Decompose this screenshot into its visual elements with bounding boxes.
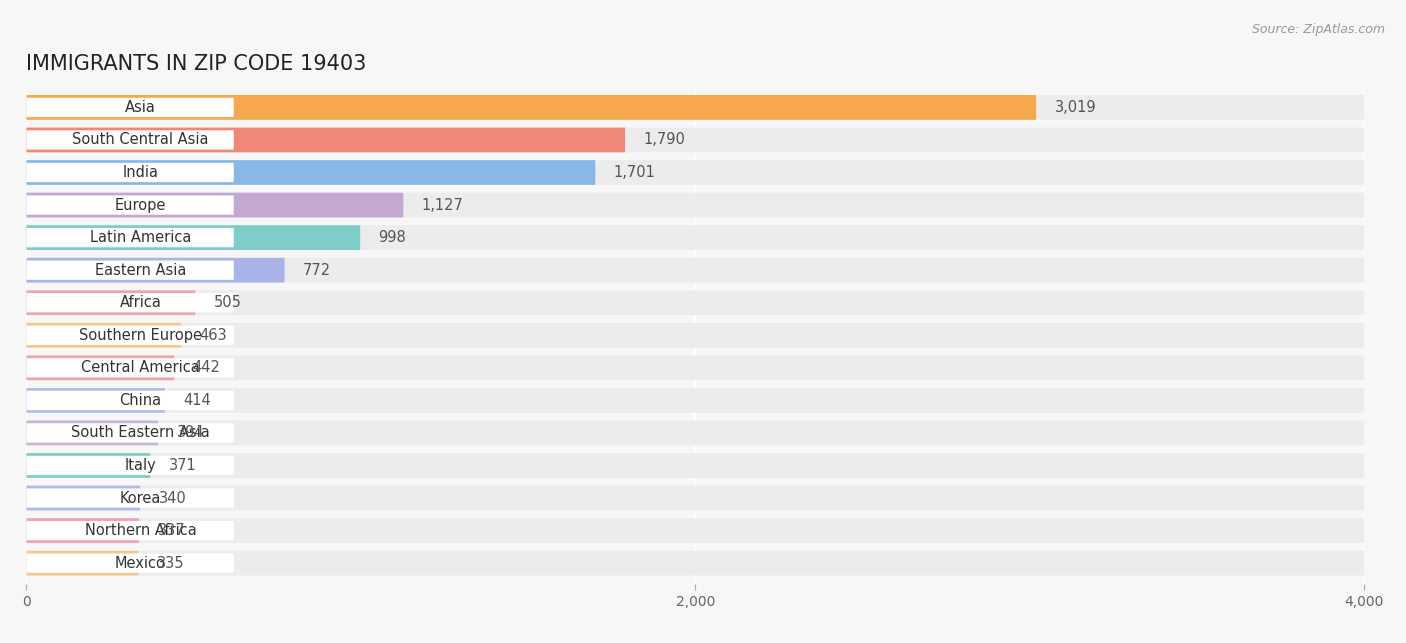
FancyBboxPatch shape: [27, 260, 233, 280]
Text: Eastern Asia: Eastern Asia: [94, 263, 186, 278]
FancyBboxPatch shape: [27, 456, 233, 475]
FancyBboxPatch shape: [27, 551, 1364, 575]
Text: Source: ZipAtlas.com: Source: ZipAtlas.com: [1251, 23, 1385, 35]
FancyBboxPatch shape: [27, 163, 233, 182]
FancyBboxPatch shape: [27, 489, 233, 508]
FancyBboxPatch shape: [27, 323, 181, 348]
FancyBboxPatch shape: [27, 160, 595, 185]
Text: 998: 998: [378, 230, 406, 245]
FancyBboxPatch shape: [27, 325, 233, 345]
Text: Northern Africa: Northern Africa: [84, 523, 197, 538]
Text: 1,790: 1,790: [644, 132, 685, 147]
Text: 340: 340: [159, 491, 186, 505]
FancyBboxPatch shape: [27, 518, 139, 543]
FancyBboxPatch shape: [27, 225, 1364, 250]
FancyBboxPatch shape: [27, 95, 1036, 120]
Text: Italy: Italy: [125, 458, 156, 473]
FancyBboxPatch shape: [27, 193, 404, 217]
Text: 442: 442: [193, 360, 221, 376]
Text: Europe: Europe: [115, 197, 166, 213]
Text: Mexico: Mexico: [115, 556, 166, 570]
FancyBboxPatch shape: [27, 228, 233, 248]
FancyBboxPatch shape: [27, 160, 1364, 185]
FancyBboxPatch shape: [27, 95, 1364, 120]
Text: India: India: [122, 165, 159, 180]
Text: 772: 772: [304, 263, 332, 278]
Text: 414: 414: [183, 393, 211, 408]
FancyBboxPatch shape: [27, 258, 1364, 282]
Text: South Central Asia: South Central Asia: [72, 132, 208, 147]
FancyBboxPatch shape: [27, 453, 1364, 478]
FancyBboxPatch shape: [27, 131, 233, 150]
FancyBboxPatch shape: [27, 225, 360, 250]
Text: South Eastern Asia: South Eastern Asia: [72, 426, 209, 440]
Text: 394: 394: [177, 426, 204, 440]
FancyBboxPatch shape: [27, 388, 165, 413]
FancyBboxPatch shape: [27, 485, 141, 511]
Text: 337: 337: [157, 523, 186, 538]
Text: 1,701: 1,701: [614, 165, 655, 180]
FancyBboxPatch shape: [27, 291, 1364, 315]
Text: 463: 463: [200, 328, 228, 343]
Text: 505: 505: [214, 295, 242, 310]
Text: 3,019: 3,019: [1054, 100, 1097, 115]
FancyBboxPatch shape: [27, 293, 233, 312]
Text: Korea: Korea: [120, 491, 162, 505]
FancyBboxPatch shape: [27, 258, 284, 282]
Text: Southern Europe: Southern Europe: [79, 328, 202, 343]
Text: Latin America: Latin America: [90, 230, 191, 245]
FancyBboxPatch shape: [27, 485, 1364, 511]
Text: Asia: Asia: [125, 100, 156, 115]
FancyBboxPatch shape: [27, 421, 1364, 446]
FancyBboxPatch shape: [27, 195, 233, 215]
FancyBboxPatch shape: [27, 127, 1364, 152]
FancyBboxPatch shape: [27, 551, 138, 575]
Text: 335: 335: [157, 556, 184, 570]
FancyBboxPatch shape: [27, 98, 233, 117]
FancyBboxPatch shape: [27, 356, 174, 380]
Text: IMMIGRANTS IN ZIP CODE 19403: IMMIGRANTS IN ZIP CODE 19403: [27, 53, 367, 73]
FancyBboxPatch shape: [27, 391, 233, 410]
FancyBboxPatch shape: [27, 127, 626, 152]
FancyBboxPatch shape: [27, 358, 233, 377]
FancyBboxPatch shape: [27, 423, 233, 442]
FancyBboxPatch shape: [27, 323, 1364, 348]
Text: China: China: [120, 393, 162, 408]
FancyBboxPatch shape: [27, 521, 233, 540]
FancyBboxPatch shape: [27, 518, 1364, 543]
Text: Central America: Central America: [82, 360, 200, 376]
FancyBboxPatch shape: [27, 453, 150, 478]
Text: 371: 371: [169, 458, 197, 473]
FancyBboxPatch shape: [27, 554, 233, 573]
FancyBboxPatch shape: [27, 193, 1364, 217]
Text: 1,127: 1,127: [422, 197, 464, 213]
FancyBboxPatch shape: [27, 388, 1364, 413]
FancyBboxPatch shape: [27, 421, 159, 446]
FancyBboxPatch shape: [27, 356, 1364, 380]
FancyBboxPatch shape: [27, 291, 195, 315]
Text: Africa: Africa: [120, 295, 162, 310]
